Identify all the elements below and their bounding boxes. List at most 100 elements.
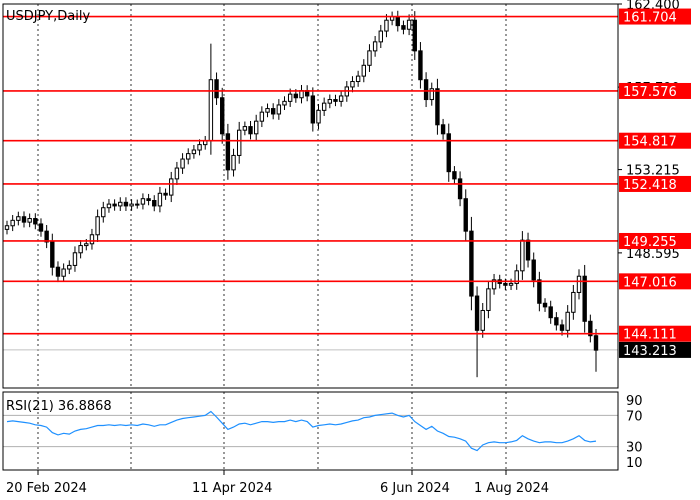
candle-body xyxy=(418,50,423,81)
candle-body xyxy=(157,192,163,207)
level-tag xyxy=(619,175,691,192)
date-tick-label: 1 Aug 2024 xyxy=(474,481,549,496)
rsi-scale-label: 70 xyxy=(626,409,643,424)
level-tag-label: 154.817 xyxy=(623,135,677,150)
date-tick-label: 6 Jun 2024 xyxy=(380,481,450,496)
level-tag-label: 147.016 xyxy=(623,275,677,290)
main-frame xyxy=(2,3,619,389)
candle-body xyxy=(78,245,83,254)
level-tag-label: 152.418 xyxy=(623,178,677,193)
price-tick-label: 148.595 xyxy=(626,247,680,262)
candle-body xyxy=(469,230,474,297)
level-tag xyxy=(619,82,691,99)
candle-body xyxy=(129,203,134,207)
candle-body xyxy=(10,219,15,227)
candle-body xyxy=(112,203,117,207)
candle-body xyxy=(355,75,361,83)
candle-body xyxy=(265,108,270,113)
level-tag-label: 161.704 xyxy=(623,11,677,26)
candle-body xyxy=(282,100,287,106)
candle-body xyxy=(16,216,21,221)
candle-body xyxy=(191,149,197,155)
candle-body xyxy=(106,203,112,209)
candle-body xyxy=(372,41,378,52)
chart-frames xyxy=(2,3,619,471)
candle-body xyxy=(4,225,10,230)
candle-body xyxy=(135,203,140,206)
candle-body xyxy=(310,95,316,124)
level-tag xyxy=(619,8,691,25)
level-tag xyxy=(619,273,691,290)
candle-body xyxy=(554,317,559,326)
candle-body xyxy=(220,97,225,135)
candle-body xyxy=(395,16,400,27)
current-price-tag xyxy=(619,341,691,358)
candle-body xyxy=(508,282,514,286)
candle-body xyxy=(412,19,417,52)
candle-body xyxy=(214,79,219,99)
candle-body xyxy=(531,259,536,281)
candle-body xyxy=(588,320,593,337)
candle-body xyxy=(316,109,321,124)
candle-body xyxy=(253,120,259,135)
candle-body xyxy=(67,264,72,270)
candle-body xyxy=(361,64,366,77)
candle-body xyxy=(174,167,180,180)
candle-body xyxy=(163,192,168,196)
candle-body xyxy=(548,306,553,319)
candle-body xyxy=(118,201,123,207)
candle-body xyxy=(237,129,242,156)
candle-body xyxy=(474,295,480,331)
level-tag xyxy=(619,232,691,249)
rsi-scale-label: 10 xyxy=(626,456,643,471)
candle-body xyxy=(423,79,429,101)
candle-body xyxy=(406,19,412,30)
candle-body xyxy=(276,104,282,115)
candle-body xyxy=(61,268,66,277)
candles xyxy=(4,10,599,378)
candle-body xyxy=(321,102,327,111)
candle-body xyxy=(452,171,457,180)
candle-body xyxy=(486,288,491,311)
price-tick-label: 153.215 xyxy=(626,164,680,179)
rsi-scale-label: 30 xyxy=(626,441,643,456)
rsi-frame xyxy=(2,391,619,471)
candle-body xyxy=(38,223,44,232)
candle-body xyxy=(72,252,78,266)
rsi-line xyxy=(6,410,597,452)
rsi-scale-label: 90 xyxy=(626,394,643,409)
level-tag xyxy=(619,325,691,342)
candle-body xyxy=(542,302,548,308)
level-tags: 161.704 157.576 154.817 152.418 149.255 147.0… xyxy=(619,8,691,359)
candle-body xyxy=(350,81,355,88)
candle-body xyxy=(259,111,265,122)
candle-body xyxy=(208,79,214,142)
candle-body xyxy=(33,218,38,225)
time-axis[interactable]: 20 Feb 2024 11 Apr 2024 6 Jun 2024 1 Aug 20… xyxy=(6,470,549,496)
candle-body xyxy=(463,198,468,232)
candle-body xyxy=(84,243,89,247)
candle-body xyxy=(44,230,49,243)
candle-body xyxy=(50,241,55,268)
current-price-label: 143.213 xyxy=(623,344,677,359)
candle-body xyxy=(180,158,185,169)
candle-body xyxy=(248,126,253,135)
rsi-label: RSI(21) 36.8868 xyxy=(6,399,112,414)
candle-body xyxy=(152,200,157,207)
candle-body xyxy=(503,282,508,286)
candle-body xyxy=(571,291,576,313)
candle-body xyxy=(146,198,151,202)
candle-body xyxy=(169,178,174,196)
candle-body xyxy=(491,279,497,290)
candle-body xyxy=(333,99,338,102)
candle-body xyxy=(338,95,344,102)
candle-body xyxy=(225,133,231,171)
candle-body xyxy=(270,108,276,115)
level-tag xyxy=(619,132,691,149)
date-tick-label: 11 Apr 2024 xyxy=(192,481,272,496)
candle-body xyxy=(435,88,440,126)
candle-body xyxy=(440,124,446,135)
